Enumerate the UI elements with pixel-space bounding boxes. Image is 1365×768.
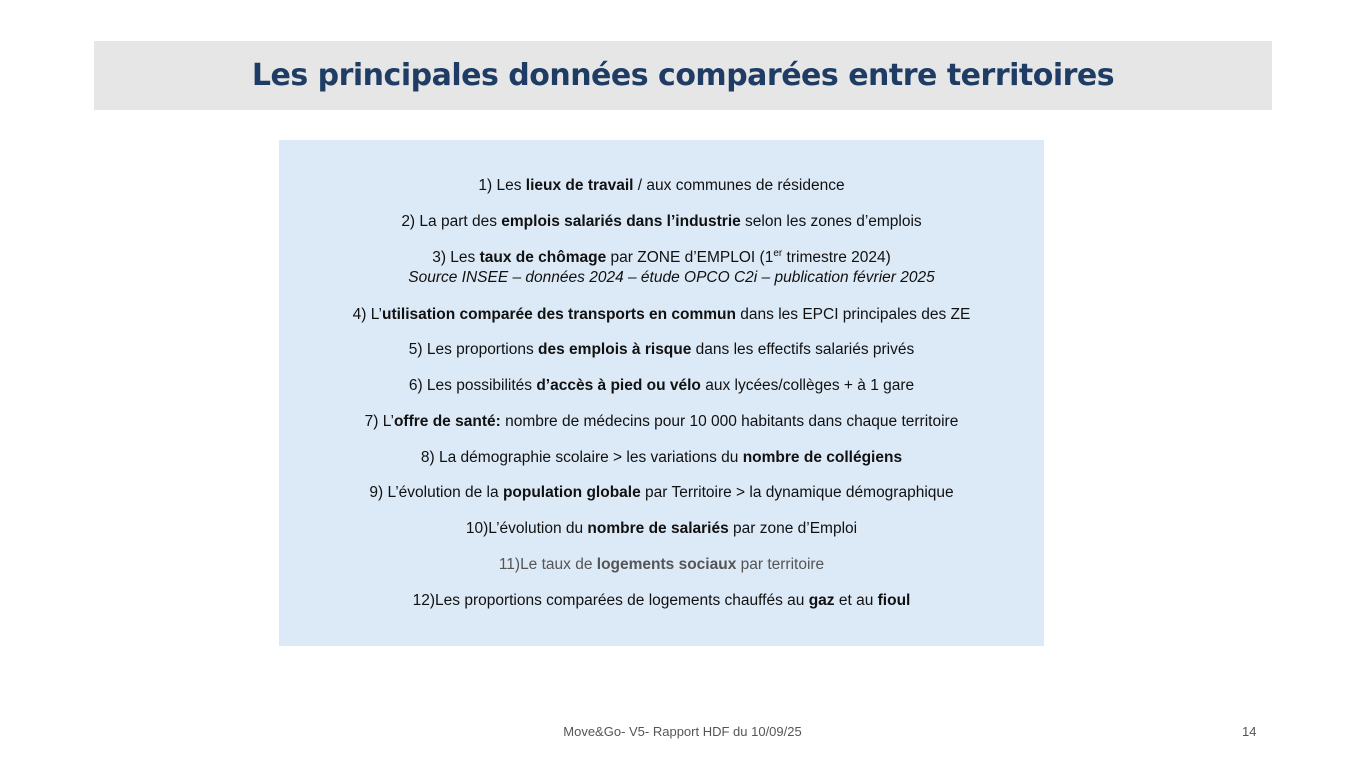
footer-text: Move&Go- V5- Rapport HDF du 10/09/25 [563,724,802,739]
text: par ZONE d’EMPLOI (1 [606,249,774,266]
list-item: 12)Les proportions comparées de logement… [279,592,1044,610]
text: 12)Les proportions comparées de logement… [412,592,809,609]
text: trimestre 2024) [782,249,891,266]
text: 9) L’évolution de la [369,484,503,501]
text: par zone d’Emploi [728,520,858,537]
source-note: Source INSEE – données 2024 – étude OPCO… [408,269,935,286]
bold-text: logements sociaux [596,556,737,573]
list-item: 5) Les proportions des emplois à risque … [279,341,1044,359]
bold-text: offre de santé: [393,413,501,430]
text: 7) L’ [364,413,394,430]
bold-text: des emplois à risque [538,341,692,358]
text: et au [834,592,878,609]
text: / aux communes de résidence [633,177,845,194]
text: selon les zones d’emplois [740,213,922,230]
title-bar: Les principales données comparées entre … [94,41,1272,110]
list-item: 3) Les taux de chômage par ZONE d’EMPLOI… [279,248,1044,267]
list-item: 6) Les possibilités d’accès à pied ou vé… [279,377,1044,395]
list-item: 10)L’évolution du nombre de salariés par… [279,520,1044,538]
text: 11)Le taux de [498,556,597,573]
text: par territoire [736,556,825,573]
list-item: 9) L’évolution de la population globale … [279,484,1044,502]
text: 4) L’ [352,306,382,323]
text: 3) Les [432,249,480,266]
bold-text: emplois salariés dans l’industrie [501,213,741,230]
text: 10)L’évolution du [465,520,588,537]
text: dans les EPCI principales des ZE [735,306,971,323]
bold-text: fioul [877,592,911,609]
text: 1) Les [478,177,526,194]
page-number: 14 [1242,724,1257,739]
text: 2) La part des [401,213,502,230]
bold-text: nombre de salariés [587,520,729,537]
text: par Territoire > la dynamique démographi… [640,484,954,501]
bold-text: d’accès à pied ou vélo [536,377,701,394]
bold-text: taux de chômage [479,249,607,266]
text: 5) Les proportions [408,341,539,358]
bold-text: lieux de travail [525,177,634,194]
text: 8) La démographie scolaire > les variati… [420,449,743,466]
list-item: 1) Les lieux de travail / aux communes d… [279,177,1044,195]
text: 6) Les possibilités [408,377,537,394]
list-item: 7) L’offre de santé: nombre de médecins … [279,413,1044,431]
source-line: Source INSEE – données 2024 – étude OPCO… [279,269,1044,287]
text: nombre de médecins pour 10 000 habitants… [500,413,959,430]
slide-title: Les principales données comparées entre … [251,58,1115,93]
list-item: 11)Le taux de logements sociaux par terr… [279,556,1044,574]
text: dans les effectifs salariés privés [691,341,915,358]
bold-text: gaz [808,592,835,609]
text: er [773,248,783,259]
bold-text: nombre de collégiens [742,449,903,466]
bold-text: utilisation comparée des transports en c… [381,306,736,323]
list-item: 4) L’utilisation comparée des transports… [279,306,1044,324]
list-item: 2) La part des emplois salariés dans l’i… [279,213,1044,231]
list-item: 8) La démographie scolaire > les variati… [279,449,1044,467]
bold-text: population globale [502,484,641,501]
data-list-box: 1) Les lieux de travail / aux communes d… [279,140,1044,646]
text: aux lycées/collèges + à 1 gare [700,377,915,394]
